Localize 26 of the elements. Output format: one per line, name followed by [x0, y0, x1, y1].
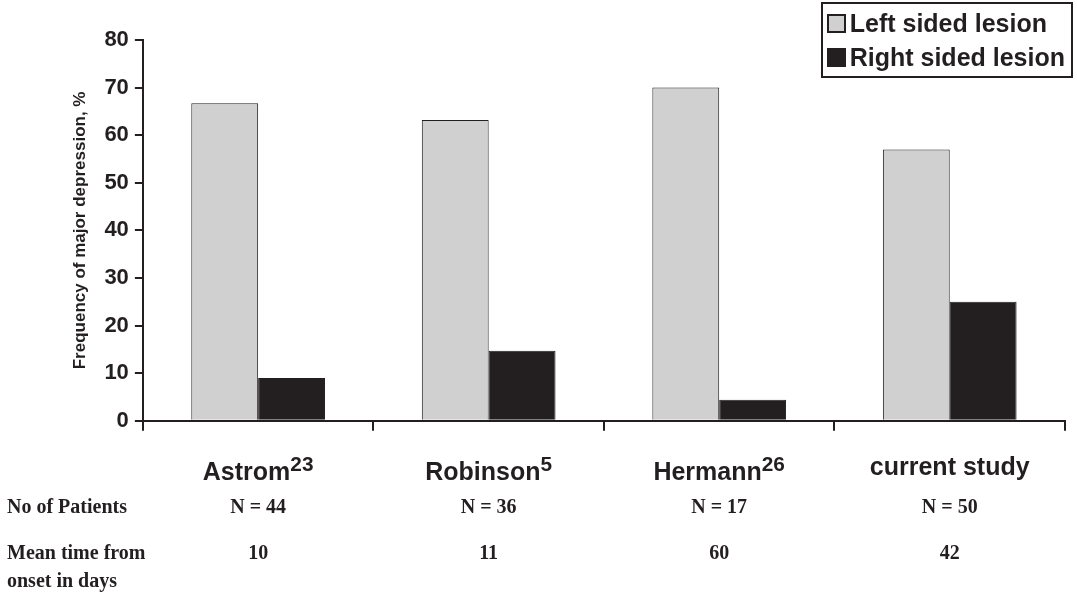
y-tick-label: 60 [104, 121, 129, 147]
legend-label: Left sided lesion [849, 8, 1047, 39]
text: Mean time from onset in days [7, 540, 147, 594]
y-tick-label: 70 [104, 73, 129, 99]
text: N = 17 [690, 494, 749, 519]
legend-label: Right sided lesion [849, 42, 1065, 73]
x-tick-label: current study [868, 452, 1031, 481]
y-tick-label: 80 [104, 26, 129, 52]
text: N = 44 [229, 494, 288, 519]
x-tick-label: Astrom$^{23}$ [201, 452, 315, 487]
y-tick-label: 40 [104, 216, 129, 242]
text: N = 50 [920, 494, 979, 519]
text: 11 [478, 540, 500, 565]
y-tick-label: 30 [104, 264, 129, 290]
y-tick-label: 50 [104, 168, 129, 194]
x-tick-label: Robinson$^{5}$ [424, 452, 554, 487]
text: 10 [247, 540, 270, 565]
text: 42 [938, 540, 961, 565]
x-tick-label: Hermann$^{26}$ [652, 452, 786, 487]
y-tick-label: 10 [104, 359, 129, 385]
y-tick-label: 20 [104, 311, 129, 337]
y-axis-title: Frequency of major depression, % [69, 91, 89, 370]
text: No of Patients [7, 494, 128, 519]
text: N = 36 [459, 494, 518, 519]
text: 60 [708, 540, 731, 565]
y-tick-label: 0 [116, 406, 129, 432]
